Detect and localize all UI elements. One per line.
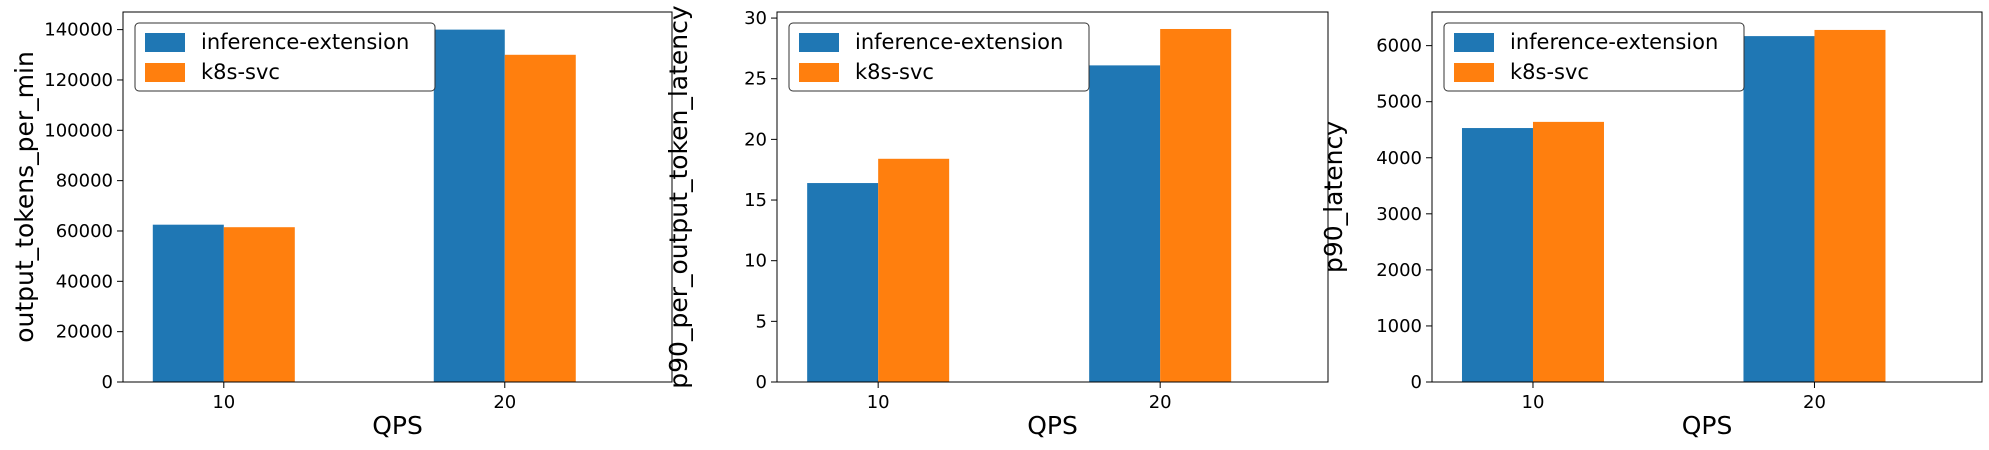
plot-frame [122,11,673,383]
legend-swatch-k8s-svc [1454,63,1494,82]
bar-inference-extension-10 [807,183,879,382]
legend-box [1443,22,1745,92]
x-axis-label: QPS [1027,411,1078,440]
y-tick-label: 6000 [1376,36,1422,57]
y-tick-label: 0 [756,372,767,393]
legend-swatch-inference-extension [799,33,839,52]
chart-panel-2: 10 20 0 5 10 15 20 25 30 QPS p90_per_output_token_… [664,5,1329,440]
legend-swatch-k8s-svc [799,63,839,82]
legend-label-inference-extension: inference-extension [201,30,409,54]
y-tick-label: 60000 [56,221,113,242]
legend-label-inference-extension: inference-extension [1510,30,1718,54]
y-tick-label: 120000 [44,70,113,91]
x-axis-label: QPS [372,411,423,440]
legend: inference-extension k8s-svc [134,22,436,92]
plot-frame [1431,11,1983,383]
legend-label-inference-extension: inference-extension [855,30,1063,54]
bar-k8s-svc-10 [878,158,950,382]
y-tick-label: 0 [1411,372,1422,393]
legend-swatch-k8s-svc [145,63,185,82]
y-tick-label: 4000 [1376,148,1422,169]
y-tick-label: 20000 [56,322,113,343]
legend: inference-extension k8s-svc [788,22,1090,92]
bar-inference-extension-10 [152,224,224,382]
bar-k8s-svc-20 [504,54,576,382]
y-axis-label: p90_latency [1319,121,1348,273]
y-axis-label: output_tokens_per_min [10,51,39,343]
y-tick-label: 25 [744,69,767,90]
y-tick-label: 0 [102,372,113,393]
legend-label-k8s-svc: k8s-svc [1510,60,1589,84]
y-tick-label: 40000 [56,271,113,292]
bar-k8s-svc-20 [1160,28,1232,382]
x-tick-label: 20 [493,392,516,413]
x-tick-label: 10 [867,392,890,413]
legend-label-k8s-svc: k8s-svc [855,60,934,84]
bar-k8s-svc-10 [1532,121,1604,382]
y-tick-label: 20 [744,129,767,150]
bar-k8s-svc-10 [223,227,295,382]
y-axis-label: p90_per_output_token_latency [664,5,693,389]
plot-frame [776,11,1329,383]
bar-inference-extension-20 [1089,65,1161,383]
y-tick-label: 5 [756,311,767,332]
y-tick-label: 140000 [44,20,113,41]
y-tick-label: 10 [744,251,767,272]
y-tick-label: 100000 [44,120,113,141]
x-tick-label: 10 [1522,392,1545,413]
x-tick-label: 20 [1149,392,1172,413]
x-axis-label: QPS [1682,411,1733,440]
y-tick-label: 2000 [1376,260,1422,281]
legend-swatch-inference-extension [145,33,185,52]
legend-box [788,22,1090,92]
chart-panel-3: 10 20 0 1000 2000 3000 4000 5000 6000 QPS p90_late… [1319,11,1983,440]
legend-label-k8s-svc: k8s-svc [201,60,280,84]
bar-inference-extension-10 [1461,128,1533,382]
chart-panel-1: 10 20 0 20000 40000 60000 80000 100000 120000 140… [10,11,673,440]
legend-box [134,22,436,92]
y-tick-label: 5000 [1376,92,1422,113]
y-tick-label: 30 [744,8,767,29]
bar-inference-extension-20 [433,29,505,382]
bar-k8s-svc-20 [1814,29,1886,383]
x-tick-label: 10 [212,392,235,413]
y-tick-label: 80000 [56,171,113,192]
bar-inference-extension-20 [1743,36,1815,383]
y-tick-label: 3000 [1376,204,1422,225]
y-tick-label: 1000 [1376,316,1422,337]
x-tick-label: 20 [1803,392,1826,413]
y-tick-label: 15 [744,190,767,211]
legend: inference-extension k8s-svc [1443,22,1745,92]
legend-swatch-inference-extension [1454,33,1494,52]
